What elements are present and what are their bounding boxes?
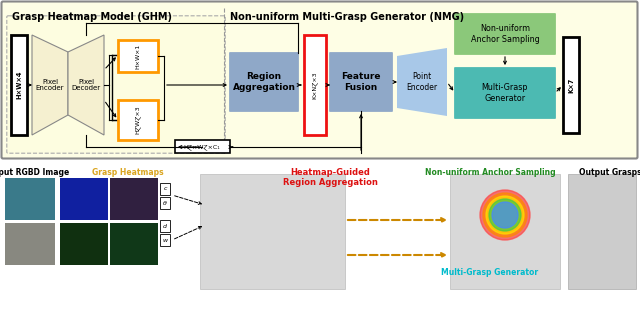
Text: $\theta$: $\theta$ bbox=[162, 199, 168, 207]
Text: c: c bbox=[163, 186, 166, 191]
Text: H×W×1: H×W×1 bbox=[136, 43, 141, 68]
Bar bbox=[60, 178, 108, 220]
Bar bbox=[200, 174, 345, 289]
Text: Non-uniform Anchor Sampling: Non-uniform Anchor Sampling bbox=[425, 168, 556, 177]
Bar bbox=[160, 197, 170, 209]
Bar bbox=[568, 174, 636, 289]
FancyBboxPatch shape bbox=[454, 13, 556, 55]
Circle shape bbox=[492, 202, 518, 228]
Bar bbox=[160, 234, 170, 246]
Text: K×7: K×7 bbox=[568, 77, 574, 93]
Bar bbox=[160, 183, 170, 195]
Text: HⱿ×WⱿ×C₁: HⱿ×WⱿ×C₁ bbox=[184, 144, 220, 150]
FancyBboxPatch shape bbox=[229, 52, 299, 112]
FancyBboxPatch shape bbox=[1, 2, 637, 158]
Polygon shape bbox=[397, 48, 447, 116]
Circle shape bbox=[483, 193, 527, 237]
Bar bbox=[175, 140, 230, 153]
Text: Grasp Heatmap Model (GHM): Grasp Heatmap Model (GHM) bbox=[12, 12, 172, 22]
Bar bbox=[5, 178, 55, 220]
Bar bbox=[563, 37, 579, 133]
Text: H×W×4: H×W×4 bbox=[16, 71, 22, 99]
Bar bbox=[60, 223, 108, 265]
Bar bbox=[11, 35, 27, 135]
Text: Region
Aggregation: Region Aggregation bbox=[232, 72, 296, 92]
Text: HⱿWⱿ×3: HⱿWⱿ×3 bbox=[135, 106, 141, 134]
Text: Pixel
Decoder: Pixel Decoder bbox=[72, 79, 100, 92]
Text: Feature
Fusion: Feature Fusion bbox=[341, 72, 381, 92]
Circle shape bbox=[480, 190, 530, 240]
Bar bbox=[110, 223, 158, 265]
Bar bbox=[450, 174, 560, 289]
Circle shape bbox=[489, 199, 521, 231]
Text: Output Grasps: Output Grasps bbox=[579, 168, 640, 177]
Bar bbox=[160, 220, 170, 232]
FancyBboxPatch shape bbox=[7, 16, 225, 153]
Text: Multi-Grasp
Generator: Multi-Grasp Generator bbox=[482, 83, 528, 103]
Text: Pixel
Encoder: Pixel Encoder bbox=[36, 79, 64, 92]
Bar bbox=[304, 35, 326, 135]
Text: w: w bbox=[163, 237, 168, 243]
Bar bbox=[110, 178, 158, 220]
Bar bbox=[118, 40, 158, 72]
Text: Point
Encoder: Point Encoder bbox=[406, 72, 438, 92]
Text: Non-uniform Multi-Grasp Generator (NMG): Non-uniform Multi-Grasp Generator (NMG) bbox=[230, 12, 464, 22]
Circle shape bbox=[486, 196, 524, 234]
Polygon shape bbox=[32, 35, 68, 135]
FancyBboxPatch shape bbox=[329, 52, 393, 112]
Text: Input RGBD Image: Input RGBD Image bbox=[0, 168, 70, 177]
Bar bbox=[118, 100, 158, 140]
Text: Heatmap-Guided
Region Aggregation: Heatmap-Guided Region Aggregation bbox=[283, 168, 378, 187]
Text: Multi-Grasp Generator: Multi-Grasp Generator bbox=[442, 268, 539, 277]
FancyBboxPatch shape bbox=[454, 67, 556, 119]
Polygon shape bbox=[68, 35, 104, 135]
Text: Grasp Heatmaps: Grasp Heatmaps bbox=[92, 168, 164, 177]
Text: d: d bbox=[163, 223, 167, 229]
Bar bbox=[5, 223, 55, 265]
Text: K×NⱿ×3: K×NⱿ×3 bbox=[312, 71, 318, 99]
Text: Non-uniform
Anchor Sampling: Non-uniform Anchor Sampling bbox=[470, 24, 540, 44]
